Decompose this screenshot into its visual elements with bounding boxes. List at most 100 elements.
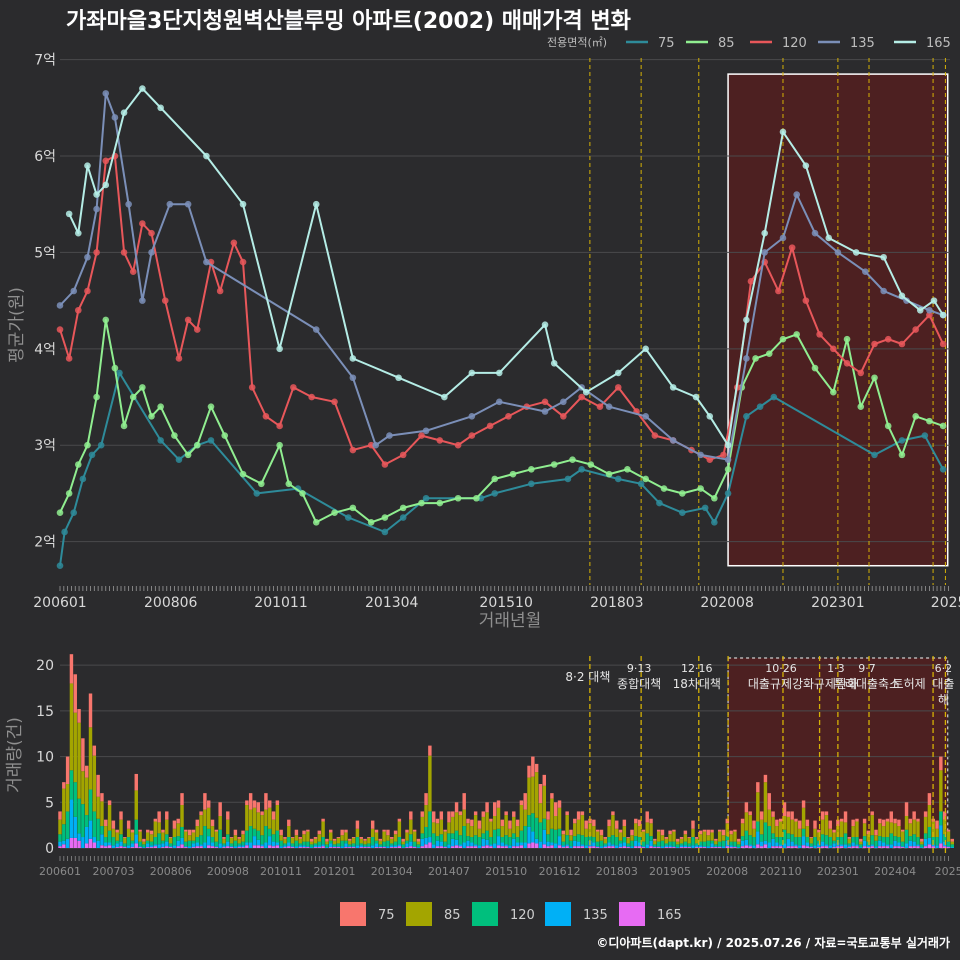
volume-bar-120: [828, 837, 832, 846]
volume-bar-75: [431, 811, 436, 823]
volume-bar-75: [908, 818, 913, 824]
volume-bar-75: [672, 829, 676, 832]
volume-bar-75: [481, 811, 485, 817]
volume-bar-85: [130, 832, 135, 841]
volume-bar-75: [302, 830, 306, 835]
volume-bar-75: [306, 829, 310, 832]
volume-bar-85: [107, 805, 112, 831]
volume-bar-120: [897, 837, 901, 843]
volume-bar-120: [523, 826, 527, 843]
volume-bar-75: [809, 837, 813, 838]
volume-bar-165: [634, 846, 638, 848]
volume-bar-85: [279, 835, 283, 841]
volume-bar-135: [878, 840, 882, 847]
volume-x-tick-label: 202008: [706, 865, 748, 878]
volume-bar-120: [96, 818, 100, 841]
volume-bar-120: [447, 833, 451, 845]
volume-bar-120: [778, 837, 783, 845]
volume-bar-135: [569, 846, 573, 848]
volume-bar-75: [92, 745, 97, 756]
volume-bar-165: [145, 847, 150, 848]
volume-bar-75: [298, 837, 302, 839]
volume-bar-120: [210, 837, 215, 843]
volume-bar-135: [576, 841, 581, 847]
volume-bar-135: [611, 844, 615, 847]
series-point-75: [88, 451, 96, 459]
volume-bar-165: [573, 846, 577, 848]
volume-bar-75: [386, 829, 390, 836]
volume-bar-75: [782, 802, 787, 816]
series-point-135: [386, 432, 393, 439]
volume-bar-75: [287, 819, 291, 827]
volume-bar-75: [920, 838, 924, 842]
volume-bar-165: [576, 846, 581, 848]
series-point-120: [884, 335, 892, 343]
volume-bar-135: [721, 846, 726, 848]
volume-bar-75: [233, 829, 238, 836]
volume-bar-135: [149, 845, 154, 848]
series-point-135: [697, 451, 704, 459]
volume-bar-165: [206, 845, 211, 848]
volume-bar-135: [687, 846, 691, 848]
volume-bar-135: [931, 844, 935, 847]
volume-bar-75: [206, 800, 211, 808]
volume-bar-135: [489, 844, 493, 847]
volume-bar-135: [172, 845, 177, 848]
series-point-120: [926, 311, 933, 319]
volume-bar-165: [519, 845, 524, 848]
volume-bar-75: [462, 793, 466, 810]
volume-bar-75: [104, 819, 108, 827]
volume-bar-120: [775, 837, 779, 843]
volume-bar-85: [496, 807, 501, 829]
volume-bar-75: [412, 829, 417, 832]
volume-bar-85: [805, 826, 810, 838]
volume-bar-135: [138, 846, 142, 848]
series-point-135: [349, 374, 357, 382]
volume-bar-120: [634, 836, 638, 841]
volume-bar-85: [836, 826, 840, 838]
volume-bar-165: [580, 846, 585, 848]
legend-label-120: 120: [782, 36, 807, 51]
volume-bar-85: [256, 812, 261, 831]
volume-y-tick-label: 20: [36, 658, 54, 674]
series-point-120: [175, 355, 183, 362]
bar-legend-label-85: 85: [444, 908, 461, 923]
volume-bar-120: [546, 834, 550, 842]
volume-bar-75: [405, 829, 409, 833]
volume-bar-165: [893, 846, 897, 848]
volume-bar-120: [569, 840, 573, 847]
series-point-120: [418, 432, 425, 439]
volume-bar-135: [557, 836, 562, 846]
volume-bar-135: [813, 845, 817, 848]
volume-bar-165: [557, 845, 562, 848]
volume-bar-135: [759, 841, 764, 847]
volume-bar-165: [832, 847, 836, 848]
volume-bar-75: [859, 838, 863, 842]
volume-bar-135: [264, 842, 268, 848]
volume-bar-135: [443, 846, 447, 848]
volume-bar-165: [104, 846, 108, 848]
volume-bar-75: [370, 820, 375, 829]
volume-bar-135: [798, 845, 802, 848]
volume-bar-165: [592, 846, 596, 848]
volume-bar-135: [641, 846, 646, 848]
volume-bar-85: [550, 798, 554, 829]
series-point-85: [148, 413, 155, 420]
volume-bar-85: [77, 722, 81, 799]
volume-bar-135: [126, 845, 131, 848]
volume-bar-75: [714, 838, 718, 841]
volume-bar-165: [775, 846, 779, 848]
volume-bar-135: [226, 841, 230, 847]
series-point-120: [290, 384, 297, 391]
volume-bar-85: [405, 832, 409, 841]
volume-bar-135: [592, 842, 596, 847]
volume-bar-165: [710, 847, 714, 848]
volume-bar-135: [237, 845, 241, 848]
volume-bar-75: [912, 811, 916, 820]
volume-bar-165: [923, 846, 928, 848]
volume-bar-165: [824, 846, 829, 848]
volume-bar-120: [748, 835, 752, 845]
volume-bar-85: [451, 816, 455, 834]
volume-bar-120: [695, 843, 699, 846]
